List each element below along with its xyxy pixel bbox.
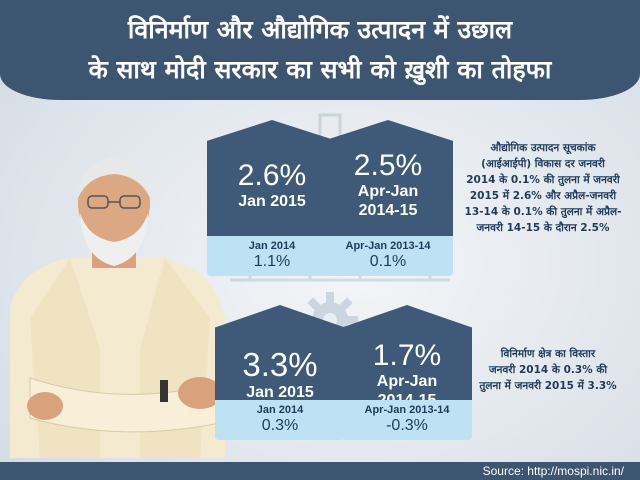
mfg-jan-prev-value: 0.3%	[261, 417, 299, 434]
mfg-jan-prev: Jan 2014 0.3%	[215, 400, 345, 440]
iip-aprjan-prev-value: 0.1%	[369, 253, 407, 270]
mfg-note-line: विनिर्माण क्षेत्र का विस्तार	[500, 348, 596, 360]
iip-note-line: 2014 के 0.1% की तुलना में जनवरी	[466, 174, 620, 186]
iip-jan-card: 2.6% Jan 2015 Jan 2014 1.1%	[207, 120, 337, 276]
mfg-aprjan-prev-period: Apr-Jan 2013-14	[364, 404, 450, 416]
mfg-note-line: तुलना में जनवरी 2015 में 3.3%	[479, 380, 617, 392]
iip-jan-prev-period: Jan 2014	[248, 240, 296, 252]
iip-note-line: 13-14 के 0.1% की तुलना में अप्रैल-	[464, 206, 622, 218]
mfg-aprjan-prev-value: -0.3%	[386, 417, 428, 434]
iip-note-line: (आईआईपी) विकास दर जनवरी	[481, 158, 605, 170]
iip-aprjan-period-2: 2014-15	[358, 202, 418, 219]
mfg-aprjan-period-1: Apr-Jan	[376, 372, 438, 390]
iip-note-line: जनवरी 14-15 के दौरान 2.5%	[476, 222, 610, 234]
headline-line-1: विनिर्माण और औद्योगिक उत्पादन में उछाल	[127, 15, 513, 44]
iip-jan-hex: 2.6% Jan 2015	[207, 120, 337, 236]
mfg-aprjan-card: 1.7% Apr-Jan 2014-15 Apr-Jan 2013-14 -0.…	[342, 305, 472, 440]
person-photo	[10, 158, 225, 458]
iip-note-line: औद्योगिक उत्पादन सूचकांक	[490, 142, 596, 154]
iip-aprjan-value: 2.5%	[353, 149, 423, 182]
mfg-jan-prev-period: Jan 2014	[256, 404, 304, 416]
mfg-aprjan-value: 1.7%	[372, 338, 442, 372]
iip-aprjan-prev: Apr-Jan 2013-14 0.1%	[323, 236, 453, 276]
iip-aprjan-period-1: Apr-Jan	[357, 183, 419, 200]
iip-jan-prev: Jan 2014 1.1%	[207, 236, 337, 276]
mfg-aprjan-prev: Apr-Jan 2013-14 -0.3%	[342, 400, 472, 440]
iip-aprjan-hex: 2.5% Apr-Jan 2014-15	[323, 120, 453, 236]
mfg-jan-card: 3.3% Jan 2015 Jan 2014 0.3%	[215, 305, 345, 440]
iip-jan-period: Jan 2015	[238, 192, 306, 210]
mfg-jan-period: Jan 2015	[246, 384, 314, 401]
mfg-note: विनिर्माण क्षेत्र का विस्तार जनवरी 2014 …	[470, 346, 626, 394]
mfg-jan-value: 3.3%	[242, 346, 318, 383]
header-banner: विनिर्माण और औद्योगिक उत्पादन में उछाल क…	[0, 0, 640, 100]
iip-note-line: 2015 में 2.6% और अप्रैल-जनवरी	[469, 190, 617, 202]
iip-aprjan-card: 2.5% Apr-Jan 2014-15 Apr-Jan 2013-14 0.1…	[323, 120, 453, 276]
iip-jan-value: 2.6%	[237, 158, 307, 192]
mfg-note-line: जनवरी 2014 के 0.3% की	[488, 364, 608, 376]
headline-line-2: के साथ मोदी सरकार का सभी को ख़ुशी का तोह…	[88, 55, 552, 84]
iip-aprjan-prev-period: Apr-Jan 2013-14	[345, 240, 431, 252]
iip-jan-prev-value: 1.1%	[253, 253, 291, 270]
iip-note: औद्योगिक उत्पादन सूचकांक (आईआईपी) विकास …	[452, 140, 634, 236]
source-footer: Source: http://mospi.nic.in/	[0, 462, 640, 480]
